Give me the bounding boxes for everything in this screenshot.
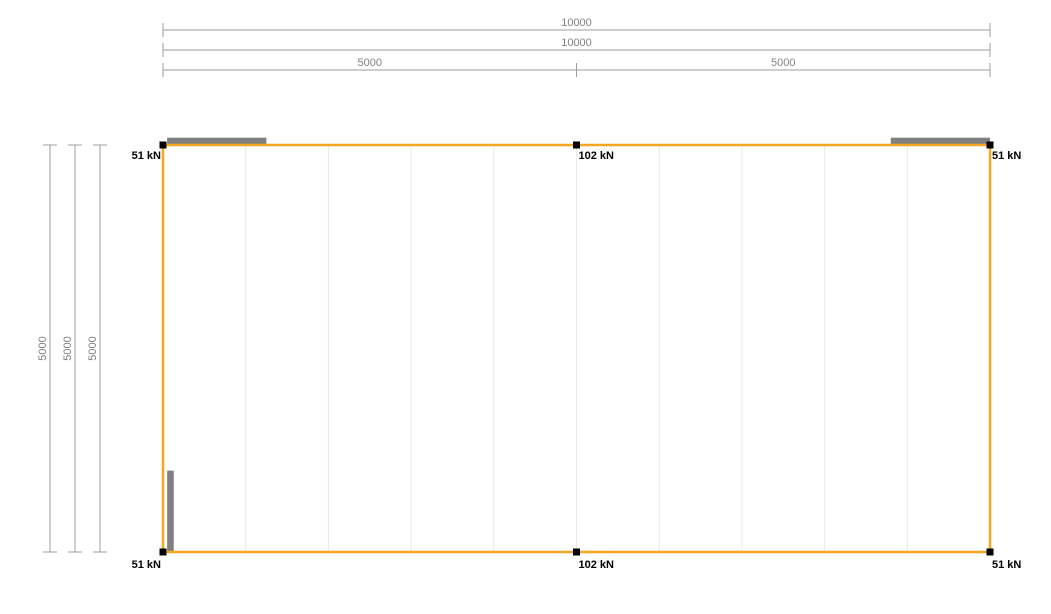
dimension-label: 10000 <box>561 37 592 49</box>
dimension-label: 5000 <box>37 336 49 360</box>
load-label: 102 kN <box>579 150 615 162</box>
load-label: 51 kN <box>132 559 161 571</box>
node <box>987 142 994 149</box>
structural-diagram: 10000 10000 5000 5000 5000 5000 5000 51 kN 102 k… <box>0 0 1051 614</box>
node <box>573 549 580 556</box>
dimension-label: 5000 <box>62 336 74 360</box>
dimension-label: 5000 <box>771 57 795 69</box>
load-label: 51 kN <box>132 150 161 162</box>
node <box>160 142 167 149</box>
load-label: 51 kN <box>992 559 1021 571</box>
node <box>160 549 167 556</box>
grey-bar <box>167 471 174 552</box>
dimension-label: 10000 <box>561 17 592 29</box>
canvas-bg <box>0 0 1051 614</box>
node <box>573 142 580 149</box>
dimension-label: 5000 <box>358 57 382 69</box>
dimension-label: 5000 <box>87 336 99 360</box>
load-label: 51 kN <box>992 150 1021 162</box>
load-label: 102 kN <box>579 559 615 571</box>
node <box>987 549 994 556</box>
